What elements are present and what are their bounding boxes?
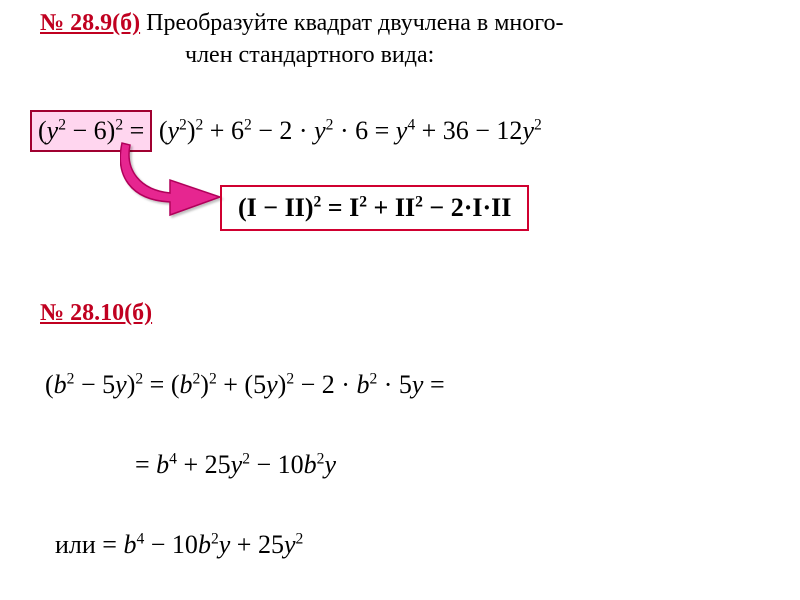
eq1-rhs1: (y2)2 + 62 − 2 · y2 · 6 = [159,116,389,145]
formula-box: (I − II)2 = I2 + II2 − 2·I·II [220,185,529,231]
equation-2: (b2 − 5y)2 = (b2)2 + (5y)2 − 2 · b2 · 5y… [45,370,445,400]
eq1-lhs-box: (y2 − 6)2 = [30,110,152,152]
equation-1: (y2 − 6)2 = (y2)2 + 62 − 2 · y2 · 6 = y4… [30,110,542,152]
eq1-rhs2: y4 + 36 − 12y2 [396,116,542,145]
equation-4: или = b4 − 10b2y + 25y2 [55,530,303,560]
eq2-rhs: (b2)2 + (5y)2 − 2 · b2 · 5y = [171,370,445,399]
eq2-lhs: (b2 − 5y)2 = [45,370,164,399]
task-title-line2: член стандартного вида: [185,42,434,69]
task-number-1: № 28.9(б) [40,10,140,36]
task-number-2: № 28.10(б) [40,300,152,327]
task-title-line1: № 28.9(б) Преобразуйте квадрат двучлена … [40,10,564,37]
task-text-1: Преобразуйте квадрат двучлена в много- [140,10,563,36]
equation-3: = b4 + 25y2 − 10b2y [135,450,336,480]
